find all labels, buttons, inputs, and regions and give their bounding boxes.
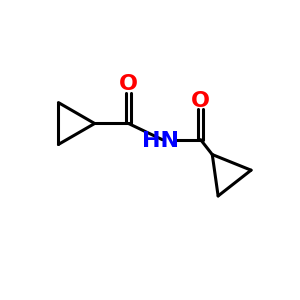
Text: O: O bbox=[119, 74, 138, 94]
Text: HN: HN bbox=[142, 131, 179, 151]
Text: O: O bbox=[191, 91, 210, 110]
